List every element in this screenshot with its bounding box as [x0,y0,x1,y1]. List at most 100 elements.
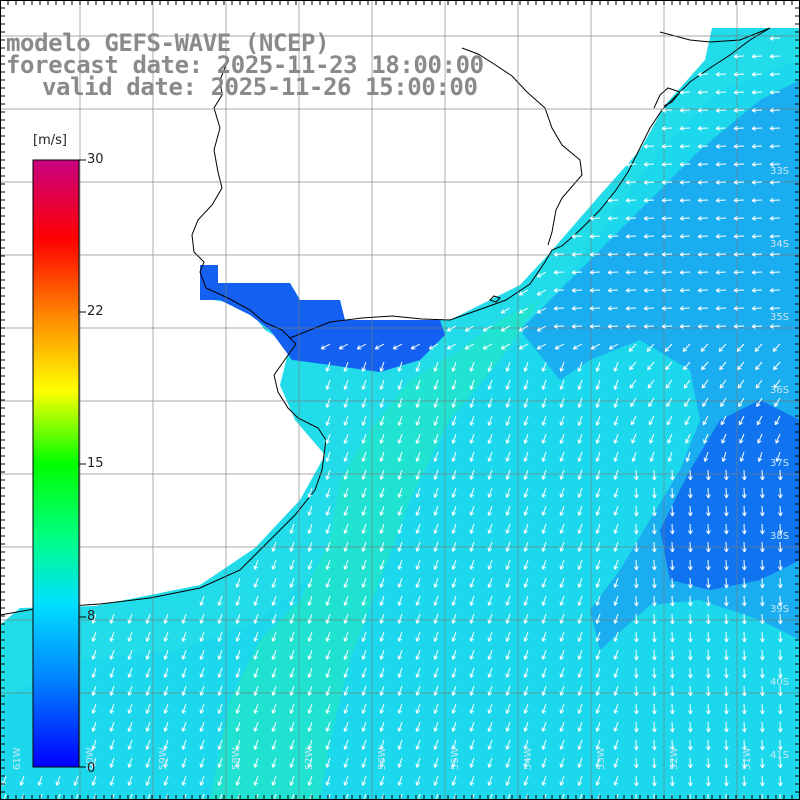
wind-arrow-head [578,458,583,462]
wind-arrow-head [236,710,241,714]
wind-arrow [578,361,583,372]
wind-arrow-head [613,637,616,642]
wind-arrow [57,793,61,800]
wind-arrow-head [633,548,637,553]
wind-arrow-head [654,782,657,787]
wind-arrow-head [777,728,781,733]
wind-arrow-head [500,309,504,314]
wind-arrow-head [434,782,439,786]
wind-arrow-head [254,710,259,714]
wind-arrow [434,613,439,624]
wind-arrow-head [697,200,702,203]
wind-arrow-head [733,254,738,257]
wind-arrow-head [719,384,722,389]
wind-arrow [434,577,439,588]
wind-arrow-head [146,656,151,660]
colorbar-tick-22: 22 [87,304,104,319]
wind-arrow-head [679,110,684,113]
wind-arrow-head [690,674,693,679]
wind-arrow [272,631,277,642]
wind-arrow-head [654,710,657,715]
wind-arrow [362,595,367,606]
wind-arrow [362,541,367,552]
wind-arrow-head [272,782,277,786]
wind-arrow-head [572,345,576,350]
lon-label: 55W [450,747,461,770]
wind-arrow-head [708,494,711,499]
wind-arrow-head [636,674,639,679]
wind-arrow-head [757,422,761,426]
wind-arrow [452,667,457,678]
wind-arrow-head [661,161,666,165]
wind-arrow [470,433,475,444]
wind-arrow-head [577,709,580,714]
wind-arrow-head [361,763,364,768]
wind-arrow-head [679,251,684,255]
wind-arrow [398,451,403,462]
wind-arrow-head [127,781,130,786]
wind-arrow-head [487,655,490,660]
wind-arrow-head [523,475,526,480]
wind-arrow-head [398,746,403,750]
wind-arrow-head [433,385,436,390]
wind-arrow [578,703,583,714]
wind-arrow [488,523,493,534]
wind-arrow [614,667,619,678]
wind-arrow-head [542,656,547,660]
wind-arrow [519,325,529,332]
wind-arrow-head [607,233,612,237]
wind-arrow-head [163,673,166,678]
wind-arrow-head [769,38,774,41]
wind-arrow [21,793,25,800]
wind-arrow [578,775,583,786]
wind-arrow-head [733,308,738,311]
wind-arrow-head [741,728,745,733]
wind-arrow-head [470,746,475,750]
wind-arrow-head [362,386,367,390]
wind-arrow-head [596,782,601,786]
wind-arrow [506,505,511,516]
wind-arrow-head [636,782,639,787]
wind-arrow-head [128,728,133,732]
wind-arrow-head [541,763,544,768]
wind-arrow-head [759,710,763,715]
wind-arrow [416,595,421,606]
wind-arrow [775,433,781,444]
wind-arrow-head [553,272,558,275]
wind-arrow-head [487,511,490,516]
wind-arrow-head [762,620,765,625]
wind-arrow-head [577,529,580,534]
wind-arrow-head [146,674,151,678]
wind-arrow-head [469,583,472,588]
wind-arrow-head [361,403,364,408]
wind-arrow [128,703,133,714]
wind-arrow-head [536,273,540,278]
wind-arrow [524,559,529,570]
wind-arrow-head [344,602,349,606]
wind-arrow-head [524,602,529,606]
wind-arrow-head [145,745,148,750]
wind-arrow-head [560,764,565,768]
wind-arrow-head [741,566,745,571]
wind-arrow-head [559,439,562,444]
wind-arrow-head [560,692,565,696]
wind-arrow-head [571,269,576,273]
wind-arrow-head [19,781,22,786]
wind-arrow-head [542,530,547,534]
wind-arrow-head [769,89,774,93]
wind-arrow-head [487,745,490,750]
wind-arrow-head [578,584,583,588]
wind-arrow-head [708,476,711,481]
wind-arrow [434,469,439,480]
wind-arrow [560,397,565,408]
wind-arrow-head [271,709,274,714]
wind-arrow [703,433,709,444]
wind-arrow [578,649,583,660]
wind-arrow [146,721,151,732]
wind-arrow [416,739,421,750]
wind-arrow [648,397,655,407]
wind-arrow-head [726,548,729,553]
wind-arrow-head [145,655,148,660]
wind-arrow-head [672,476,675,481]
wind-arrow [755,379,763,389]
